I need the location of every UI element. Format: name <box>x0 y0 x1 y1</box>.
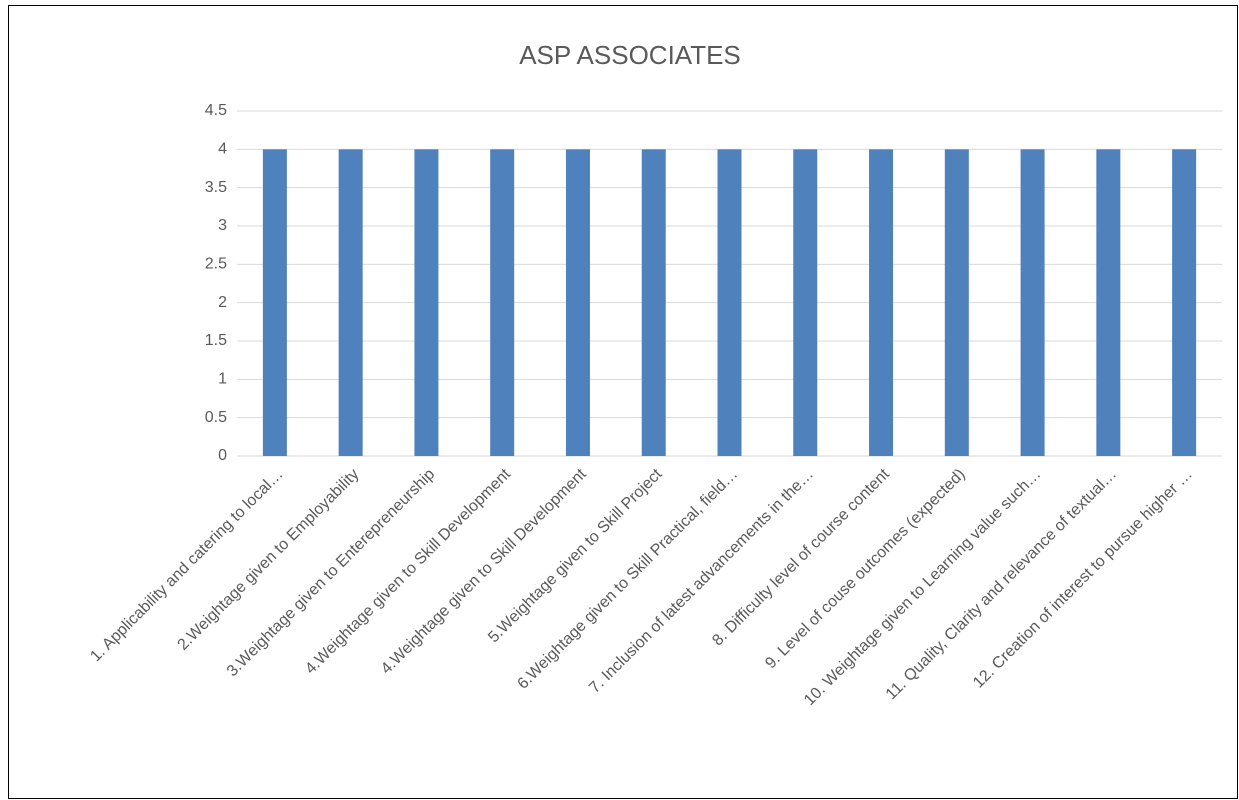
bar <box>414 149 439 457</box>
y-tick-label: 1.5 <box>205 332 227 349</box>
y-tick-label: 3.5 <box>205 179 227 196</box>
bar <box>1096 149 1121 457</box>
y-tick-label: 4.5 <box>205 102 227 119</box>
bar <box>641 149 666 457</box>
bar <box>338 149 363 457</box>
bar <box>262 149 287 457</box>
bar <box>565 149 590 457</box>
chart-frame <box>8 5 1238 799</box>
y-tick-label: 2.5 <box>205 256 227 273</box>
bar <box>490 149 515 457</box>
bar <box>717 149 742 457</box>
bar <box>793 149 818 457</box>
chart-title: ASP ASSOCIATES <box>519 40 741 70</box>
y-tick-label: 1 <box>218 371 227 388</box>
y-tick-label: 4 <box>218 141 227 158</box>
bar <box>869 149 894 457</box>
bar <box>1020 149 1045 457</box>
y-tick-label: 2 <box>218 294 227 311</box>
y-tick-label: 3 <box>218 217 227 234</box>
bar <box>1172 149 1197 457</box>
y-tick-label: 0 <box>218 447 227 464</box>
bar <box>944 149 969 457</box>
y-tick-label: 0.5 <box>205 409 227 426</box>
